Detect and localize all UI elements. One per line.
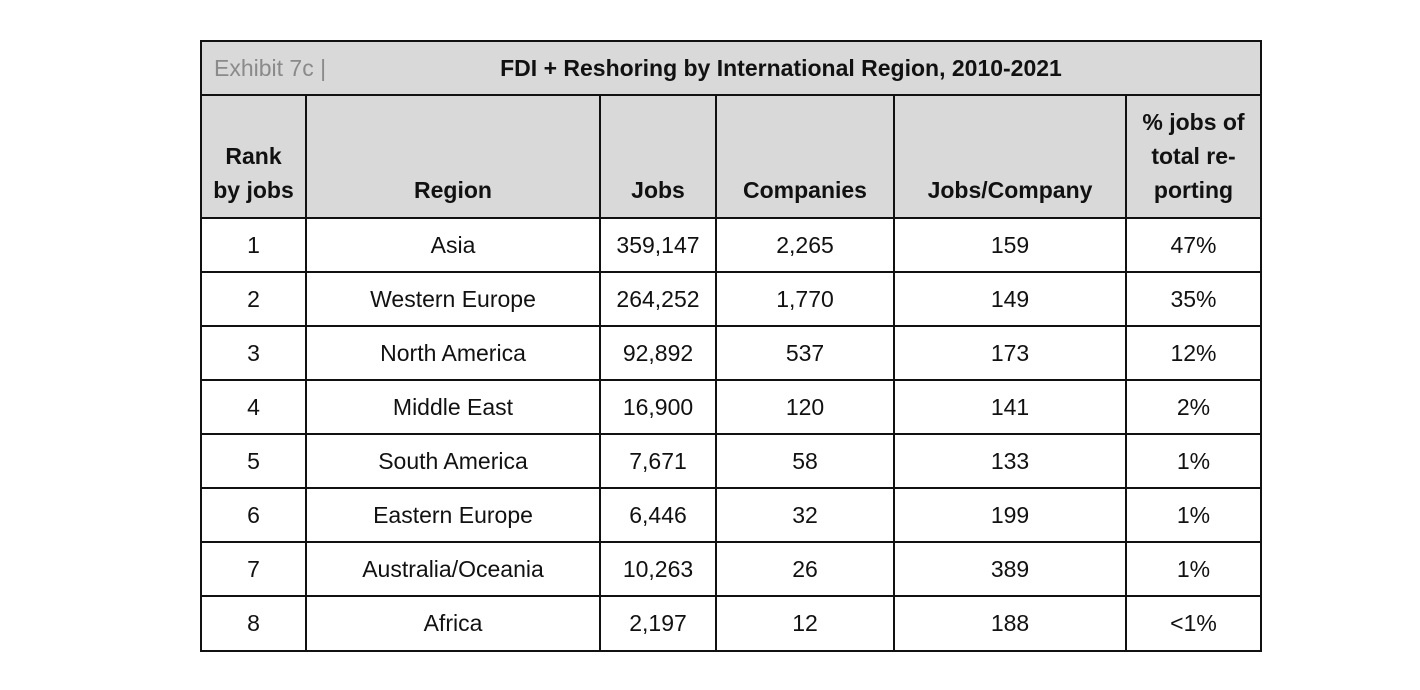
cell-companies: 12 — [715, 595, 895, 650]
cell-rank: 8 — [202, 595, 307, 650]
cell-jobs-per-company: 141 — [893, 379, 1127, 435]
cell-jobs-per-company: 149 — [893, 271, 1127, 327]
exhibit-table-panel: Exhibit 7c | FDI + Reshoring by Internat… — [200, 40, 1262, 652]
table-row: 7 Australia/Oceania 10,263 26 389 1% — [202, 541, 1260, 597]
cell-jobs-per-company: 159 — [893, 217, 1127, 273]
cell-jobs: 92,892 — [599, 325, 717, 381]
cell-rank: 6 — [202, 487, 307, 543]
cell-rank: 4 — [202, 379, 307, 435]
cell-companies: 32 — [715, 487, 895, 543]
header-row: Rank by jobs Region Jobs Companies Jobs/… — [202, 96, 1260, 219]
cell-jobs: 264,252 — [599, 271, 717, 327]
table-row: 5 South America 7,671 58 133 1% — [202, 433, 1260, 489]
cell-jobs-per-company: 133 — [893, 433, 1127, 489]
cell-region: Eastern Europe — [305, 487, 601, 543]
header-rank-line1: Rank — [225, 143, 282, 169]
header-rank: Rank by jobs — [202, 96, 307, 219]
header-region: Region — [305, 96, 601, 219]
cell-pct: 1% — [1125, 487, 1260, 543]
cell-companies: 58 — [715, 433, 895, 489]
cell-region: South America — [305, 433, 601, 489]
header-rank-line2: by jobs — [213, 177, 294, 203]
cell-jobs-per-company: 389 — [893, 541, 1127, 597]
cell-jobs: 6,446 — [599, 487, 717, 543]
cell-jobs-per-company: 188 — [893, 595, 1127, 650]
cell-rank: 5 — [202, 433, 307, 489]
cell-companies: 26 — [715, 541, 895, 597]
exhibit-label: Exhibit 7c | — [214, 55, 327, 81]
exhibit-title: FDI + Reshoring by International Region,… — [500, 55, 1062, 81]
cell-pct: <1% — [1125, 595, 1260, 650]
cell-rank: 1 — [202, 217, 307, 273]
title-bar: Exhibit 7c | FDI + Reshoring by Internat… — [202, 42, 1260, 96]
cell-jobs: 359,147 — [599, 217, 717, 273]
table-row: 1 Asia 359,147 2,265 159 47% — [202, 217, 1260, 273]
header-pct-jobs: % jobs of total re- porting — [1125, 96, 1260, 219]
cell-companies: 120 — [715, 379, 895, 435]
cell-region: Western Europe — [305, 271, 601, 327]
cell-region: North America — [305, 325, 601, 381]
cell-jobs: 2,197 — [599, 595, 717, 650]
header-jobs-per-company: Jobs/Company — [893, 96, 1127, 219]
cell-pct: 2% — [1125, 379, 1260, 435]
cell-pct: 35% — [1125, 271, 1260, 327]
table-row: 2 Western Europe 264,252 1,770 149 35% — [202, 271, 1260, 327]
table-row: 6 Eastern Europe 6,446 32 199 1% — [202, 487, 1260, 543]
cell-pct: 1% — [1125, 541, 1260, 597]
header-companies: Companies — [715, 96, 895, 219]
cell-jobs-per-company: 173 — [893, 325, 1127, 381]
cell-rank: 3 — [202, 325, 307, 381]
cell-region: Australia/Oceania — [305, 541, 601, 597]
cell-rank: 2 — [202, 271, 307, 327]
cell-jobs-per-company: 199 — [893, 487, 1127, 543]
header-jobs: Jobs — [599, 96, 717, 219]
cell-rank: 7 — [202, 541, 307, 597]
header-pct-line3: porting — [1153, 177, 1234, 203]
cell-companies: 537 — [715, 325, 895, 381]
cell-companies: 2,265 — [715, 217, 895, 273]
cell-pct: 47% — [1125, 217, 1260, 273]
table-row: 4 Middle East 16,900 120 141 2% — [202, 379, 1260, 435]
cell-jobs: 16,900 — [599, 379, 717, 435]
header-pct-line1: % jobs of — [1142, 109, 1245, 135]
cell-pct: 12% — [1125, 325, 1260, 381]
table-row: 8 Africa 2,197 12 188 <1% — [202, 595, 1260, 650]
cell-jobs: 7,671 — [599, 433, 717, 489]
cell-region: Africa — [305, 595, 601, 650]
cell-region: Asia — [305, 217, 601, 273]
data-table: Rank by jobs Region Jobs Companies Jobs/… — [202, 96, 1260, 650]
cell-jobs: 10,263 — [599, 541, 717, 597]
table-row: 3 North America 92,892 537 173 12% — [202, 325, 1260, 381]
cell-companies: 1,770 — [715, 271, 895, 327]
cell-region: Middle East — [305, 379, 601, 435]
cell-pct: 1% — [1125, 433, 1260, 489]
header-pct-line2: total re- — [1151, 143, 1236, 169]
